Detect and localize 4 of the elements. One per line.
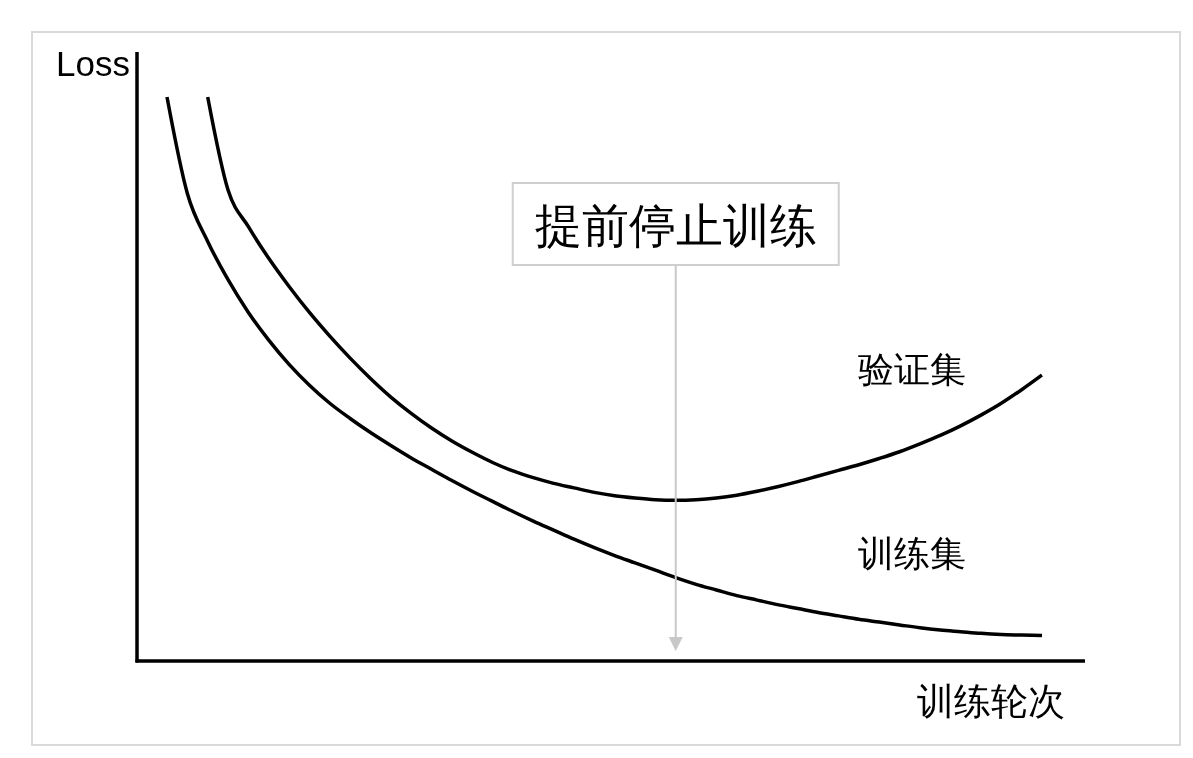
- annotation: 提前停止训练: [534, 199, 817, 252]
- xlabel: 训练轮次: [917, 681, 1065, 722]
- annotation: 提前停止训练: [511, 182, 840, 266]
- ylabel: Loss: [56, 44, 130, 83]
